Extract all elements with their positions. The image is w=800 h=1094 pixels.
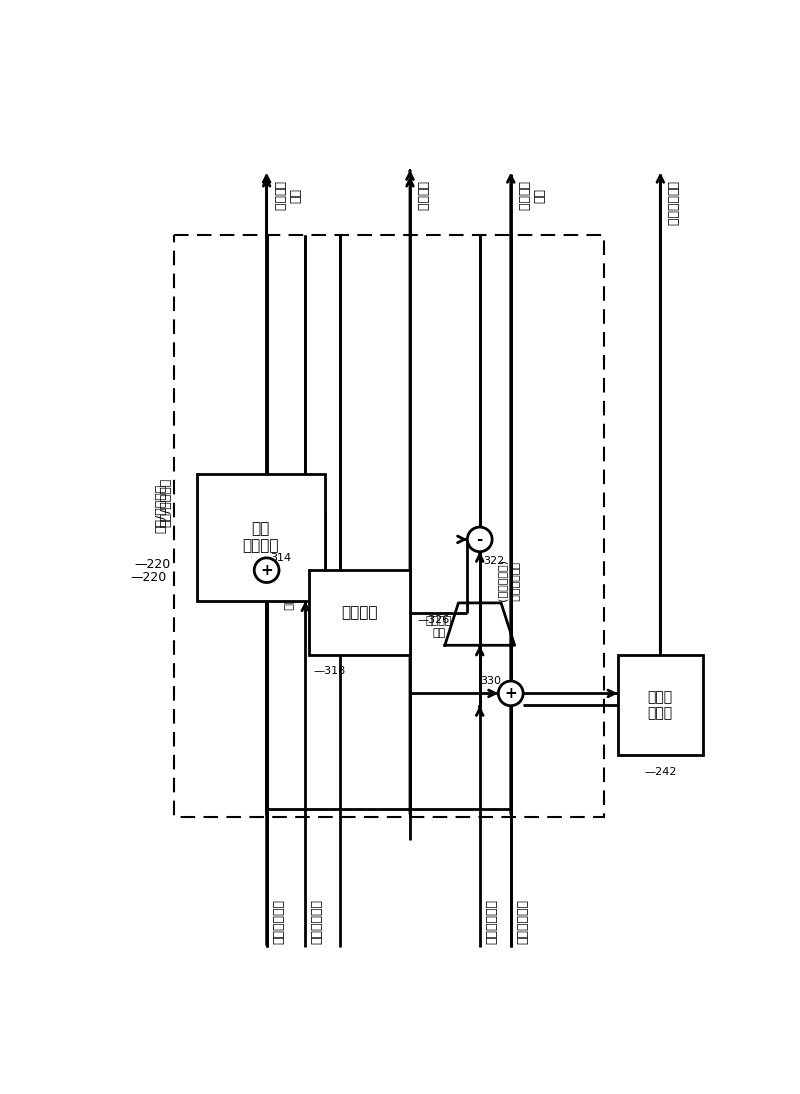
Text: 储备转矩需求: 储备转矩需求 bbox=[310, 898, 324, 944]
Text: 载定即时转矩: 载定即时转矩 bbox=[516, 898, 529, 944]
Text: 整形模块: 整形模块 bbox=[342, 605, 378, 620]
Text: —326: —326 bbox=[418, 615, 450, 626]
Text: 330: 330 bbox=[480, 676, 501, 686]
Text: 稳放控
制模块: 稳放控 制模块 bbox=[648, 690, 673, 720]
Text: —220: —220 bbox=[134, 558, 171, 571]
Text: +: + bbox=[504, 686, 517, 701]
Text: 实际储备
转矩: 实际储备 转矩 bbox=[426, 616, 452, 638]
Text: 指令
即时转矩: 指令 即时转矩 bbox=[516, 182, 544, 211]
Text: 估计空气转矩
(不包括储备): 估计空气转矩 (不包括储备) bbox=[497, 561, 518, 603]
Text: 314: 314 bbox=[270, 554, 292, 563]
FancyBboxPatch shape bbox=[197, 474, 325, 601]
Text: —220: —220 bbox=[130, 571, 166, 584]
Text: —242: —242 bbox=[644, 767, 677, 777]
Circle shape bbox=[467, 527, 492, 551]
FancyBboxPatch shape bbox=[618, 655, 703, 755]
Text: 载定预测转矩: 载定预测转矩 bbox=[272, 898, 285, 944]
Text: 储备/负荷模块: 储备/负荷模块 bbox=[159, 478, 172, 527]
Text: 储备
确定模块: 储备 确定模块 bbox=[242, 521, 279, 554]
Text: 310: 310 bbox=[300, 583, 321, 593]
Text: 负荷需求: 负荷需求 bbox=[415, 182, 429, 211]
FancyBboxPatch shape bbox=[310, 570, 410, 655]
Text: 指令
预测转矩: 指令 预测转矩 bbox=[272, 182, 300, 211]
Text: 指令转矩补偿: 指令转矩补偿 bbox=[666, 182, 678, 226]
Text: 估计空气转矩: 估计空气转矩 bbox=[485, 898, 498, 944]
Circle shape bbox=[498, 682, 523, 706]
Text: 储备/负荷模块: 储备/负荷模块 bbox=[154, 484, 167, 533]
Text: +: + bbox=[260, 562, 273, 578]
Text: 322: 322 bbox=[484, 557, 505, 567]
Text: -: - bbox=[477, 532, 483, 547]
Text: 期望储备转矩: 期望储备转矩 bbox=[283, 571, 293, 612]
Text: —318: —318 bbox=[313, 666, 346, 676]
Circle shape bbox=[254, 558, 279, 582]
